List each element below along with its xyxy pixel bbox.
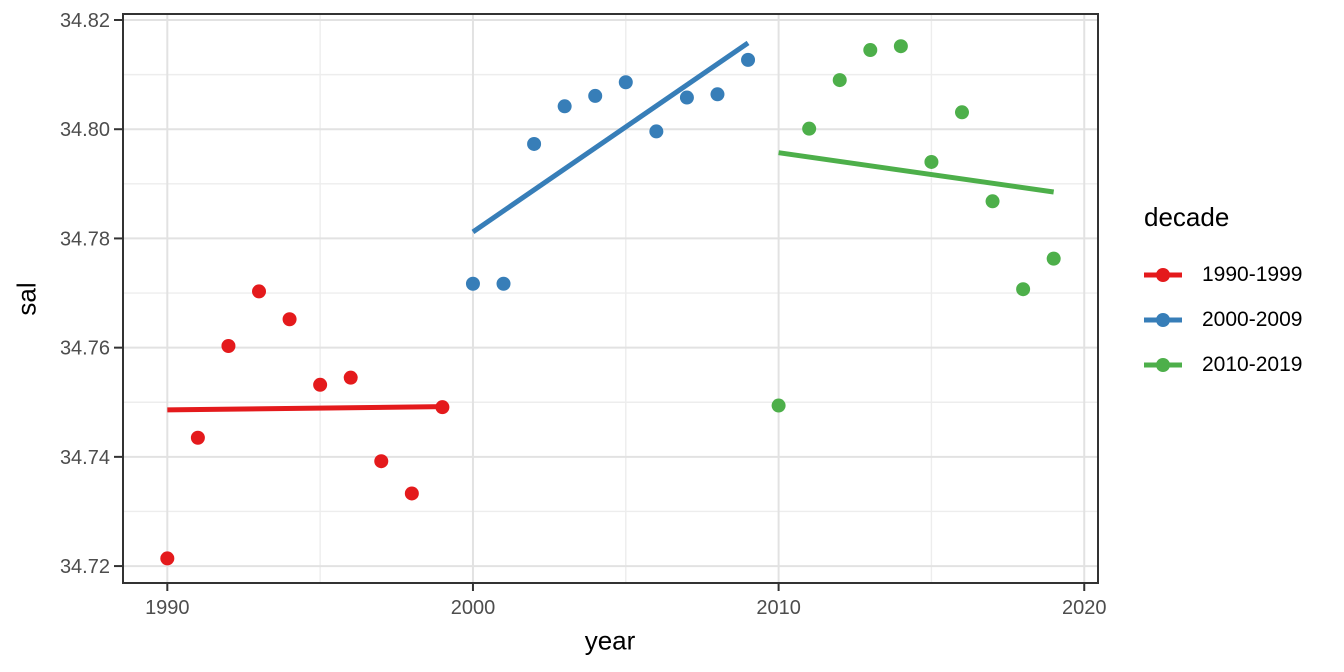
- x-tick-label: 2020: [1062, 597, 1107, 619]
- data-point-2010-2019: [771, 398, 786, 413]
- data-point-2000-2009: [618, 75, 633, 90]
- data-point-2010-2019: [1046, 251, 1061, 266]
- data-point-1990-1999: [190, 430, 205, 445]
- data-point-2010-2019: [802, 121, 817, 136]
- legend-label-2010-2019: 2010-2019: [1202, 352, 1303, 376]
- y-tick-label: 34.80: [60, 119, 110, 141]
- data-point-1990-1999: [221, 339, 236, 354]
- legend-key-1990-1999: [1144, 264, 1182, 286]
- data-point-1990-1999: [343, 370, 358, 385]
- data-point-2010-2019: [863, 43, 878, 58]
- data-point-1990-1999: [160, 551, 175, 566]
- point-swatch: [1156, 312, 1170, 327]
- panel-background: [123, 14, 1098, 583]
- data-point-2000-2009: [527, 136, 542, 151]
- x-tick-label: 1990: [145, 597, 190, 619]
- trend-line-1990-1999: [167, 404, 443, 413]
- legend-item-1990-1999: 1990-1999: [1138, 252, 1302, 297]
- legend-item-2010-2019: 2010-2019: [1138, 342, 1302, 387]
- legend-title: decade: [1144, 202, 1230, 232]
- data-point-1990-1999: [313, 377, 328, 392]
- y-tick-label: 34.82: [60, 10, 110, 32]
- data-point-2000-2009: [557, 99, 572, 114]
- data-point-1990-1999: [374, 454, 389, 469]
- legend-label-2000-2009: 2000-2009: [1202, 307, 1303, 331]
- point-swatch: [1156, 267, 1170, 282]
- data-point-2000-2009: [710, 87, 725, 102]
- data-point-2000-2009: [496, 276, 511, 291]
- legend-item-2000-2009: 2000-2009: [1138, 297, 1302, 342]
- data-point-1990-1999: [404, 486, 419, 501]
- data-point-2000-2009: [588, 88, 603, 103]
- y-tick-label: 34.72: [60, 556, 110, 578]
- y-axis-title: sal: [11, 282, 42, 316]
- y-tick-label: 34.74: [60, 447, 110, 469]
- data-point-2010-2019: [924, 154, 939, 169]
- point-swatch: [1156, 357, 1170, 372]
- legend-key-2000-2009: [1144, 309, 1182, 331]
- data-point-2010-2019: [893, 39, 908, 54]
- data-point-2010-2019: [832, 73, 847, 88]
- data-point-2000-2009: [741, 52, 756, 67]
- data-point-1990-1999: [282, 312, 297, 327]
- y-tick-label: 34.78: [60, 228, 110, 250]
- x-tick-label: 2000: [451, 597, 496, 619]
- legend: decade 1990-1999 2000-2009 2010-2019: [1138, 202, 1302, 387]
- y-tick-label: 34.76: [60, 338, 110, 360]
- x-axis-title: year: [584, 625, 636, 656]
- data-point-2010-2019: [1016, 282, 1031, 297]
- data-point-2010-2019: [985, 194, 1000, 209]
- panel-border: [122, 13, 1099, 584]
- data-point-2000-2009: [649, 124, 664, 139]
- data-point-2000-2009: [679, 90, 694, 105]
- legend-label-1990-1999: 1990-1999: [1202, 262, 1303, 286]
- legend-key-2010-2019: [1144, 354, 1182, 376]
- data-point-2010-2019: [954, 105, 969, 120]
- data-point-1990-1999: [252, 284, 267, 299]
- trend-line-2000-2009: [471, 40, 750, 234]
- data-point-2000-2009: [465, 276, 480, 291]
- trend-line-2010-2019: [778, 150, 1055, 195]
- x-tick-label: 2010: [756, 597, 801, 619]
